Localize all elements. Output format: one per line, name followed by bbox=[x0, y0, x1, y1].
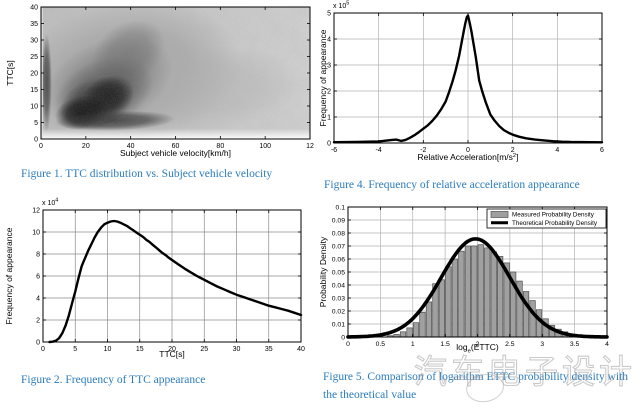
svg-text:5: 5 bbox=[34, 120, 38, 127]
svg-text:12: 12 bbox=[306, 143, 314, 150]
svg-text:0: 0 bbox=[39, 143, 43, 150]
svg-text:0.02: 0.02 bbox=[332, 309, 345, 316]
figure-2-chart: 0 5 10 15 20 25 30 35 40 0 2 4 6 8 10 12 TTC[s] Frequency… bbox=[4, 198, 305, 360]
figure-4-relative-acceleration: -6 -4 -2 0 2 4 6 0 1 2 3 4 5 Relative Acceleration[m/… bbox=[320, 0, 640, 200]
svg-text:2: 2 bbox=[511, 147, 515, 154]
figure-5-ettc-histogram: 0 0.5 1 1.5 2 2.5 3 3.5 4 0 0.01 0.02 0.03 0.04 0.05 0.… bbox=[320, 195, 640, 411]
svg-text:0: 0 bbox=[341, 335, 345, 342]
svg-text:Relative Acceleration[m/s2]: Relative Acceleration[m/s2] bbox=[417, 152, 518, 162]
svg-text:Probability Density: Probability Density bbox=[320, 236, 328, 307]
svg-text:3.5: 3.5 bbox=[570, 341, 580, 348]
svg-text:-4: -4 bbox=[376, 147, 382, 154]
svg-text:TTC[s]: TTC[s] bbox=[159, 349, 185, 359]
figure-5-caption: Figure 5. Comparison of logarithm ETTC p… bbox=[323, 371, 629, 402]
svg-text:Measured Probability Density: Measured Probability Density bbox=[512, 212, 595, 219]
svg-text:-2: -2 bbox=[420, 147, 426, 154]
svg-text:100: 100 bbox=[259, 143, 271, 150]
svg-text:60: 60 bbox=[172, 143, 180, 150]
svg-text:40: 40 bbox=[127, 143, 135, 150]
svg-text:2: 2 bbox=[36, 318, 40, 325]
svg-text:10: 10 bbox=[32, 230, 40, 237]
figure-4-chart: -6 -4 -2 0 2 4 6 0 1 2 3 4 5 Relative Acceleration[m/… bbox=[320, 1, 604, 163]
svg-text:10: 10 bbox=[30, 104, 38, 111]
svg-text:35: 35 bbox=[265, 346, 273, 353]
svg-text:10: 10 bbox=[104, 346, 112, 353]
svg-text:0.06: 0.06 bbox=[332, 257, 345, 264]
svg-text:5: 5 bbox=[73, 346, 77, 353]
svg-text:Frequency of appearance: Frequency of appearance bbox=[4, 227, 14, 324]
svg-text:0.09: 0.09 bbox=[332, 218, 345, 225]
svg-text:30: 30 bbox=[30, 38, 38, 45]
figure-2-caption: Figure 2. Frequency of TTC appearance bbox=[21, 374, 206, 386]
svg-text:6: 6 bbox=[36, 274, 40, 281]
svg-text:40: 40 bbox=[297, 346, 305, 353]
svg-text:15: 15 bbox=[30, 87, 38, 94]
svg-text:0.1: 0.1 bbox=[336, 205, 346, 212]
figure-5-chart: 0 0.5 1 1.5 2 2.5 3 3.5 4 0 0.01 0.02 0.03 0.04 0.05 0.… bbox=[320, 205, 609, 355]
svg-text:40: 40 bbox=[30, 5, 38, 12]
svg-text:5: 5 bbox=[327, 11, 331, 18]
figure-1-caption: Figure 1. TTC distribution vs. Subject v… bbox=[21, 168, 273, 180]
figure-2-ttc-frequency: 0 5 10 15 20 25 30 35 40 0 2 4 6 8 10 12 TTC[s] Frequency… bbox=[0, 195, 320, 411]
svg-text:35: 35 bbox=[30, 21, 38, 28]
svg-text:2.5: 2.5 bbox=[505, 341, 515, 348]
svg-text:20: 20 bbox=[30, 71, 38, 78]
figure-1-ttc-velocity-heatmap: 0 20 40 60 80 100 12 0 5 10 15 20 25 30 35 40 Subject ve… bbox=[0, 0, 320, 195]
svg-text:20: 20 bbox=[168, 346, 176, 353]
svg-text:4: 4 bbox=[36, 296, 40, 303]
svg-text:Theoretical Probability Densit: Theoretical Probability Density bbox=[512, 220, 598, 227]
svg-text:3: 3 bbox=[327, 63, 331, 70]
svg-text:4: 4 bbox=[327, 37, 331, 44]
svg-text:0.04: 0.04 bbox=[332, 283, 345, 290]
svg-text:x 104: x 104 bbox=[42, 198, 58, 208]
svg-text:0: 0 bbox=[34, 137, 38, 144]
svg-text:80: 80 bbox=[216, 143, 224, 150]
svg-text:1: 1 bbox=[411, 341, 415, 348]
svg-text:x 105: x 105 bbox=[333, 1, 349, 11]
svg-text:20: 20 bbox=[82, 143, 90, 150]
svg-text:Subject vehicle velocity[km/h]: Subject vehicle velocity[km/h] bbox=[120, 148, 231, 158]
svg-text:0: 0 bbox=[41, 346, 45, 353]
svg-text:8: 8 bbox=[36, 252, 40, 259]
svg-text:4: 4 bbox=[555, 147, 559, 154]
svg-text:Frequency of appearance: Frequency of appearance bbox=[320, 29, 328, 126]
svg-text:3: 3 bbox=[540, 341, 544, 348]
svg-text:0: 0 bbox=[346, 341, 350, 348]
svg-text:0.07: 0.07 bbox=[332, 244, 345, 251]
svg-text:0.01: 0.01 bbox=[332, 322, 345, 329]
svg-text:0.05: 0.05 bbox=[332, 270, 345, 277]
svg-text:4: 4 bbox=[605, 341, 609, 348]
svg-text:-6: -6 bbox=[331, 147, 337, 154]
svg-text:TTC[s]: TTC[s] bbox=[5, 60, 15, 86]
svg-text:0: 0 bbox=[36, 340, 40, 347]
svg-text:loge(ETTC): loge(ETTC) bbox=[456, 342, 499, 355]
svg-text:1.5: 1.5 bbox=[440, 341, 450, 348]
svg-text:0.03: 0.03 bbox=[332, 296, 345, 303]
svg-text:2: 2 bbox=[327, 89, 331, 96]
figure-4-caption: Figure 4. Frequency of relative accelera… bbox=[324, 179, 580, 191]
svg-text:30: 30 bbox=[233, 346, 241, 353]
svg-text:0.5: 0.5 bbox=[376, 341, 386, 348]
svg-text:12: 12 bbox=[32, 208, 40, 215]
svg-text:0: 0 bbox=[327, 141, 331, 148]
svg-text:15: 15 bbox=[136, 346, 144, 353]
svg-text:25: 25 bbox=[30, 54, 38, 61]
svg-text:6: 6 bbox=[600, 147, 604, 154]
svg-text:2: 2 bbox=[476, 341, 480, 348]
svg-text:25: 25 bbox=[200, 346, 208, 353]
svg-text:0: 0 bbox=[466, 147, 470, 154]
svg-text:0.08: 0.08 bbox=[332, 231, 345, 238]
svg-text:1: 1 bbox=[327, 115, 331, 122]
